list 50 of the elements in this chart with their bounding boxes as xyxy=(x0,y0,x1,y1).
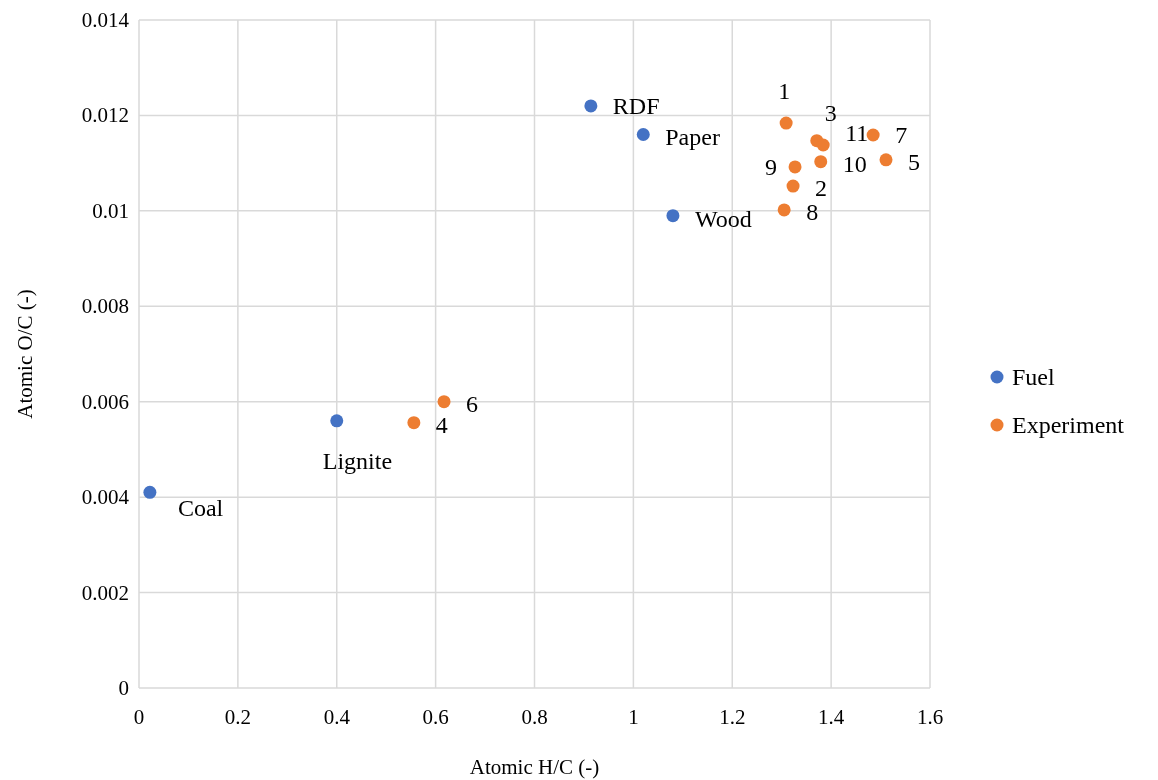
x-tick-label: 0.2 xyxy=(224,705,251,729)
x-tick-label: 0 xyxy=(133,705,145,729)
point xyxy=(143,485,157,499)
y-tick-label: 0.012 xyxy=(81,103,129,128)
x-tick-label: 0.4 xyxy=(323,705,351,729)
point xyxy=(666,209,680,223)
annotation: Coal xyxy=(177,495,224,522)
legend-label: Experiment xyxy=(1012,412,1125,438)
annotation: Lignite xyxy=(322,447,393,474)
annotation: 11 xyxy=(845,120,869,147)
x-tick-label: 1.2 xyxy=(719,705,746,729)
x-tick-label: 1 xyxy=(628,705,639,729)
annotation: 10 xyxy=(842,150,867,177)
point xyxy=(437,395,451,409)
annotation: RDF xyxy=(612,92,660,119)
annotation: 5 xyxy=(908,148,920,175)
annotation: 3 xyxy=(824,99,837,126)
x-tick-label: 1.6 xyxy=(916,705,944,729)
point xyxy=(779,116,793,130)
point xyxy=(816,138,830,152)
annotation: 6 xyxy=(466,390,479,417)
point xyxy=(636,128,650,141)
point xyxy=(786,179,800,193)
point xyxy=(777,203,791,217)
point xyxy=(866,128,880,142)
y-tick-label: 0.002 xyxy=(81,580,129,605)
annotation: Wood xyxy=(694,205,752,232)
point xyxy=(814,155,828,169)
x-tick-label: 1.4 xyxy=(818,705,845,729)
y-tick-label: 0 xyxy=(118,676,129,700)
annotation: 4 xyxy=(435,411,448,438)
point xyxy=(584,99,598,113)
y-tick-label: 0.006 xyxy=(81,389,129,414)
annotation: 1 xyxy=(778,78,791,105)
y-tick-label: 0.01 xyxy=(92,198,129,223)
point xyxy=(879,153,893,167)
y-tick-label: 0.008 xyxy=(81,294,129,319)
point xyxy=(407,416,421,430)
legend-label: Fuel xyxy=(1012,364,1055,390)
point xyxy=(788,160,802,174)
y-tick-label: 0.004 xyxy=(81,485,130,510)
x-tick-label: 0.8 xyxy=(521,705,548,729)
annotation: Paper xyxy=(665,123,720,150)
annotation: 7 xyxy=(895,121,908,148)
point xyxy=(330,414,344,428)
annotation: 9 xyxy=(765,153,778,180)
y-axis-title: Atomic O/C (-) xyxy=(13,289,37,419)
x-tick-label: 0.6 xyxy=(422,705,449,729)
x-axis-title: Atomic H/C (-) xyxy=(469,755,600,779)
y-tick-label: 0.014 xyxy=(81,8,130,32)
